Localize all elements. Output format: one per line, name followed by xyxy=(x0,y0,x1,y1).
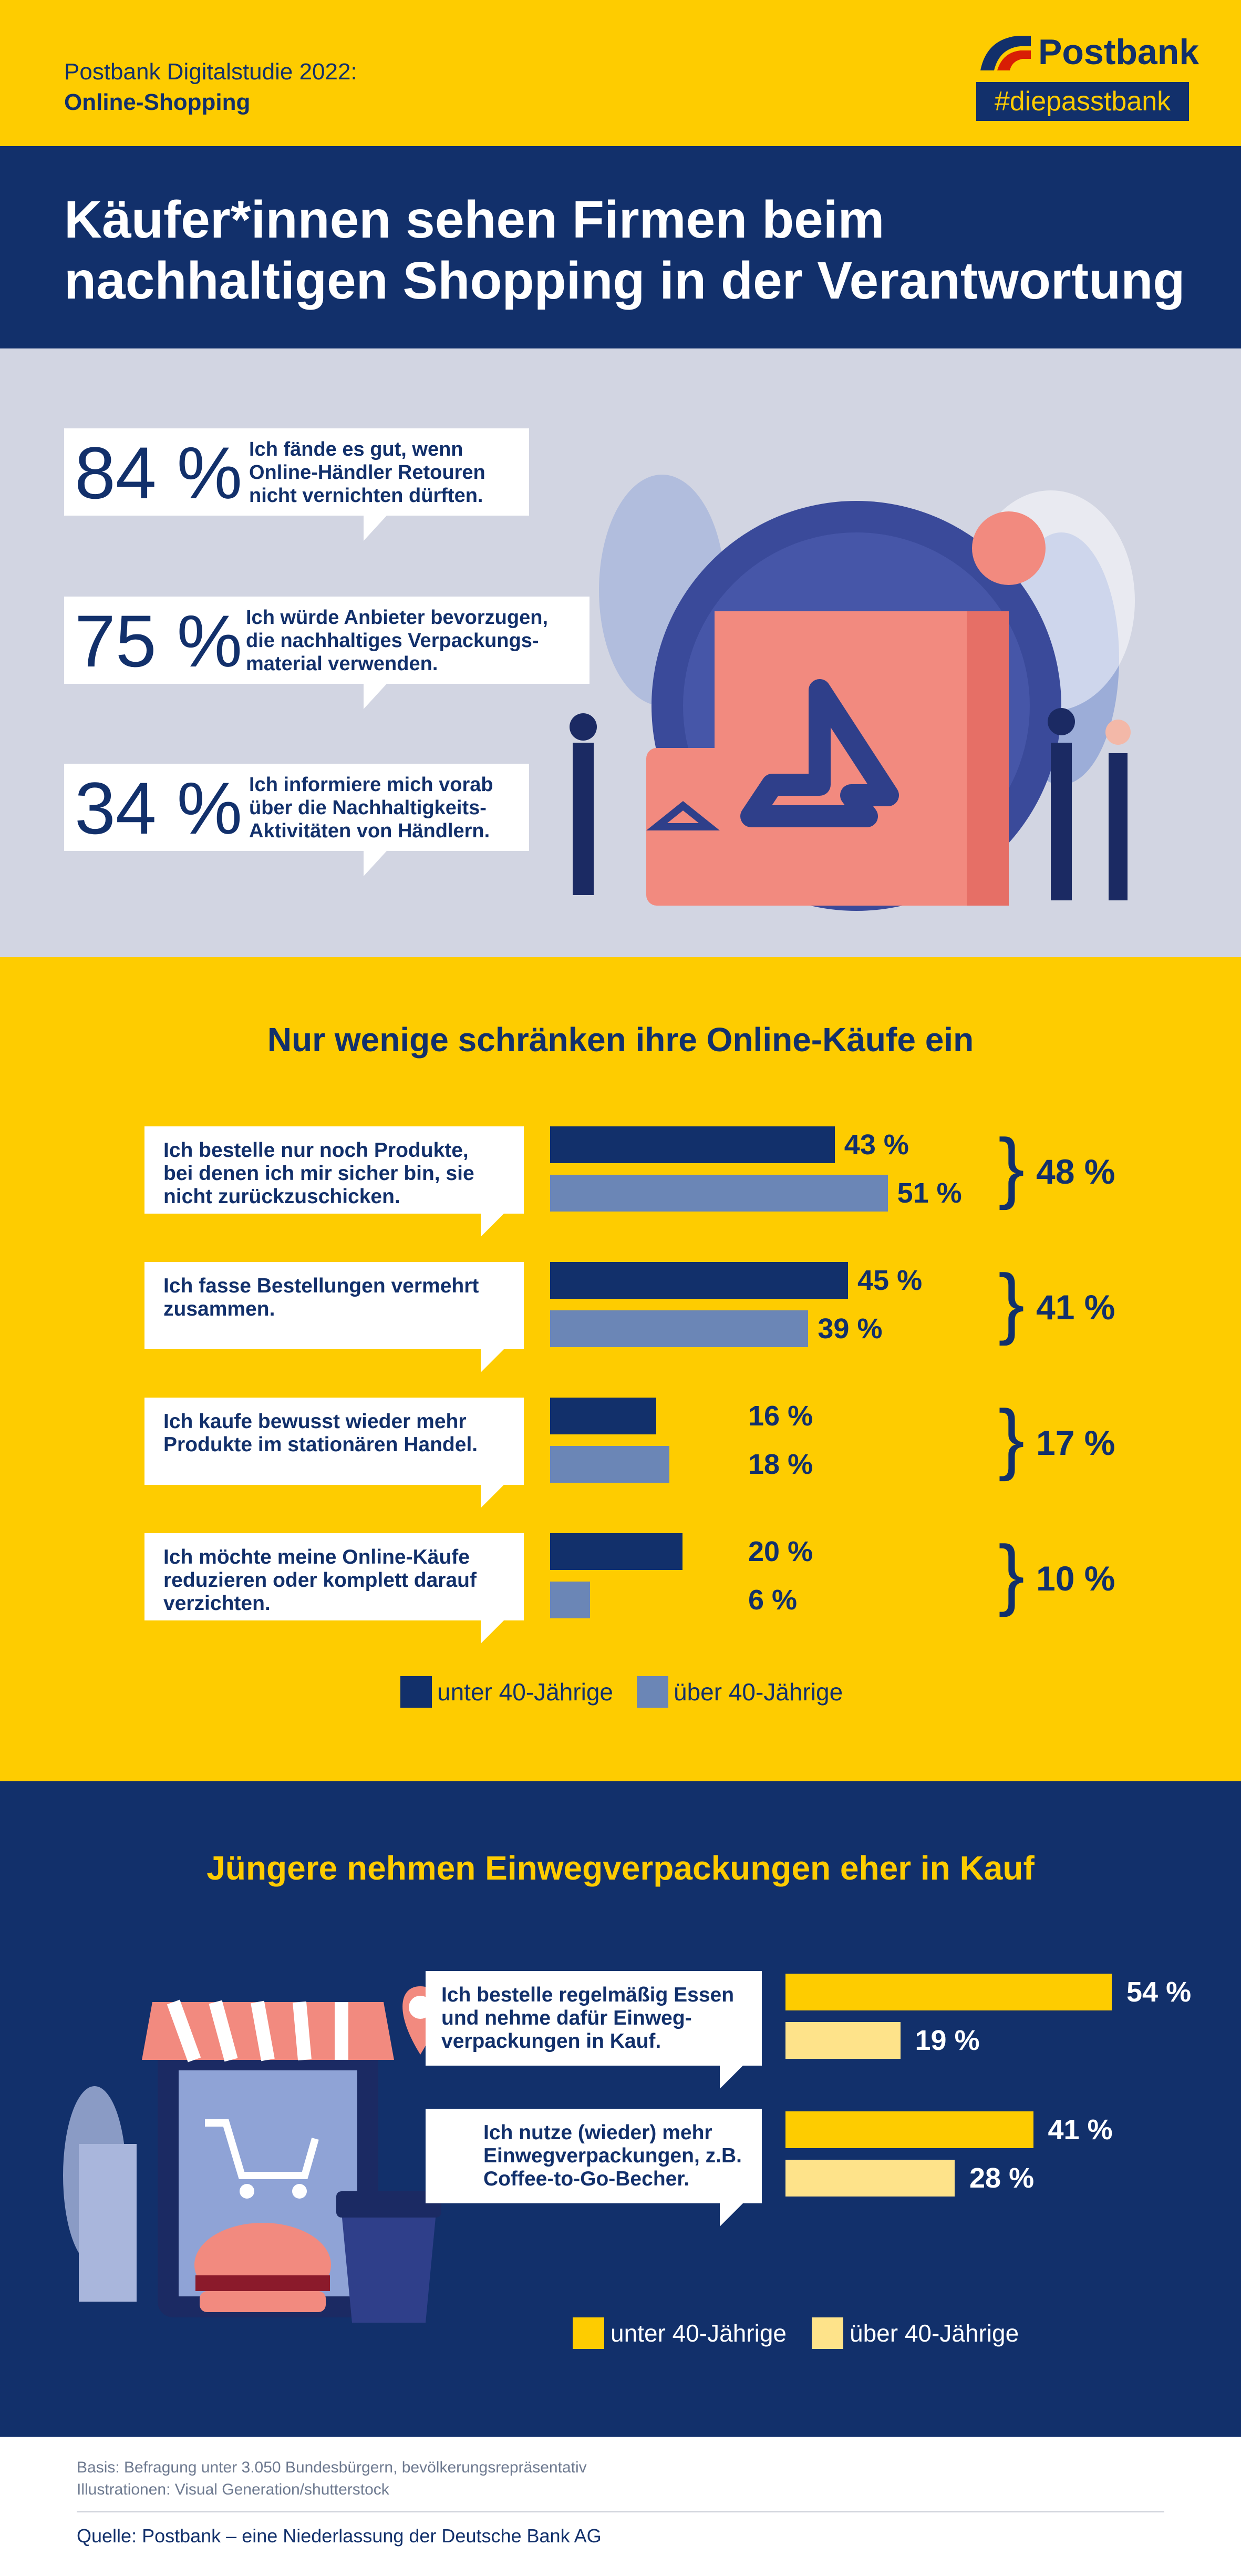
section-title: Jüngere nehmen Einwegverpackungen eher i… xyxy=(206,1849,1035,1887)
brace-icon: } xyxy=(998,1258,1025,1346)
legend-label-under-40: unter 40-Jährige xyxy=(611,2320,787,2347)
header-band: Postbank Digitalstudie 2022: Online-Shop… xyxy=(0,0,1241,146)
study-line-2: Online-Shopping xyxy=(64,89,251,115)
recycling-shopping-illustration xyxy=(570,475,1135,911)
total-value: 41 % xyxy=(1036,1288,1115,1327)
source-note: Quelle: Postbank – eine Niederlassung de… xyxy=(77,2525,602,2547)
statement-bubble: Ich fasse Bestellungen vermehrt zusammen… xyxy=(144,1262,524,1372)
value-label: 51 % xyxy=(897,1177,962,1209)
bar-under-40 xyxy=(785,1974,1112,2010)
statement-card: 34 % Ich informiere mich vorab über die … xyxy=(64,764,529,876)
title-band: Käufer*innen sehen Firmen beim nachhalti… xyxy=(0,146,1241,348)
legend-label-over-40: über 40-Jährige xyxy=(674,1678,843,1706)
online-purchases-section: Nur wenige schränken ihre Online-Käufe e… xyxy=(0,957,1241,1781)
value-label: 16 % xyxy=(748,1400,813,1432)
footer-divider xyxy=(77,2511,1164,2512)
value-label: 18 % xyxy=(748,1449,813,1480)
legend-swatch-over-40 xyxy=(812,2317,843,2349)
value-label: 45 % xyxy=(857,1265,923,1296)
value-label: 39 % xyxy=(818,1313,883,1345)
legend-swatch-over-40 xyxy=(637,1676,668,1708)
statement-text: Ich nutze (wieder) mehr Einwegverpackung… xyxy=(483,2121,742,2190)
brand-name: Postbank xyxy=(1038,32,1199,72)
bar-under-40 xyxy=(550,1262,848,1299)
statement-text: Ich bestelle nur noch Produkte, bei dene… xyxy=(163,1139,474,1208)
statement-bubble: Ich möchte meine Online-Käufe reduzieren… xyxy=(144,1533,524,1644)
study-title: Postbank Digitalstudie 2022: Online-Shop… xyxy=(64,57,357,118)
statement-bubble: Ich kaufe bewusst wieder mehr Produkte i… xyxy=(144,1398,524,1508)
statement-text: Ich bestelle regelmäßig Essen und nehme … xyxy=(441,1984,735,2052)
bar-under-40 xyxy=(550,1398,656,1434)
bar-over-40 xyxy=(550,1310,809,1347)
total-value: 10 % xyxy=(1036,1559,1115,1598)
statement-text: Ich möchte meine Online-Käufe reduzieren… xyxy=(163,1546,477,1615)
total-value: 17 % xyxy=(1036,1423,1115,1462)
page-title: Käufer*innen sehen Firmen beim nachhalti… xyxy=(64,190,1185,310)
value-label: 43 % xyxy=(844,1129,909,1161)
bar-over-40 xyxy=(550,1582,590,1618)
illustration-credit: Illustrationen: Visual Generation/shutte… xyxy=(77,2481,389,2498)
postbank-logo-icon xyxy=(980,36,1031,70)
bar-over-40 xyxy=(785,2022,901,2059)
basis-text: Basis: Befragung unter 3.050 Bundesbürge… xyxy=(77,2459,587,2476)
takeaway-shop-illustration xyxy=(63,1986,441,2323)
study-line-1: Postbank Digitalstudie 2022: xyxy=(64,59,357,85)
statement-text: Ich fasse Bestellungen vermehrt zusammen… xyxy=(163,1275,479,1320)
bar-over-40 xyxy=(550,1175,888,1212)
postbank-logo: Postbank #diepasstbank xyxy=(976,32,1199,121)
disposable-packaging-section: Jüngere nehmen Einwegverpackungen eher i… xyxy=(0,1781,1241,2437)
value-label: 41 % xyxy=(1048,2114,1113,2146)
statement-card: 75 % Ich würde Anbieter bevorzugen, die … xyxy=(64,597,590,709)
footer: Basis: Befragung unter 3.050 Bundesbürge… xyxy=(0,2437,1241,2576)
bar-over-40 xyxy=(785,2160,955,2197)
brace-icon: } xyxy=(998,1122,1025,1210)
legend-label-under-40: unter 40-Jährige xyxy=(437,1678,613,1706)
statement-percent: 84 % xyxy=(75,432,243,514)
statement-text: Ich kaufe bewusst wieder mehr Produkte i… xyxy=(163,1410,478,1456)
bar-under-40 xyxy=(785,2111,1033,2148)
total-value: 48 % xyxy=(1036,1152,1115,1191)
value-label: 28 % xyxy=(969,2162,1035,2194)
bar-under-40 xyxy=(550,1126,835,1163)
statement-text: Ich fände es gut, wenn Online-Händler Re… xyxy=(249,438,485,507)
statement-bubble: Ich nutze (wieder) mehr Einwegverpackung… xyxy=(426,2109,762,2226)
brace-icon: } xyxy=(998,1529,1025,1617)
value-label: 19 % xyxy=(915,2025,980,2056)
value-label: 54 % xyxy=(1126,1976,1192,2008)
statement-bubble: Ich bestelle regelmäßig Essen und nehme … xyxy=(426,1971,762,2089)
value-label: 6 % xyxy=(748,1584,798,1616)
bar-under-40 xyxy=(550,1533,682,1570)
basis-note: Basis: Befragung unter 3.050 Bundesbürge… xyxy=(77,2457,587,2501)
statement-card: 84 % Ich fände es gut, wenn Online-Händl… xyxy=(64,428,529,541)
statement-percent: 75 % xyxy=(75,600,243,682)
hashtag-badge: #diepasstbank xyxy=(976,82,1189,121)
brace-icon: } xyxy=(998,1393,1025,1482)
statements-section: 84 % Ich fände es gut, wenn Online-Händl… xyxy=(0,348,1241,957)
statement-text: Ich informiere mich vorab über die Nachh… xyxy=(249,774,493,842)
value-label: 20 % xyxy=(748,1536,813,1567)
legend-label-over-40: über 40-Jährige xyxy=(850,2320,1019,2347)
legend-swatch-under-40 xyxy=(400,1676,432,1708)
statement-bubble: Ich bestelle nur noch Produkte, bei dene… xyxy=(144,1126,524,1237)
statement-text: Ich würde Anbieter bevorzugen, die nachh… xyxy=(246,607,549,675)
statement-percent: 34 % xyxy=(75,767,243,849)
bar-over-40 xyxy=(550,1446,669,1483)
legend-swatch-under-40 xyxy=(573,2317,604,2349)
section-title: Nur wenige schränken ihre Online-Käufe e… xyxy=(267,1021,974,1059)
